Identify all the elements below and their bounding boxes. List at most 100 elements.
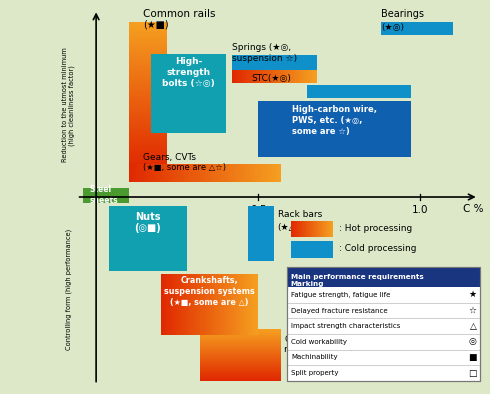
Bar — [200, 341, 281, 342]
Bar — [128, 135, 168, 138]
Bar — [189, 274, 190, 335]
Bar — [166, 274, 168, 335]
Bar — [128, 45, 168, 47]
Bar — [278, 164, 281, 182]
Bar — [266, 164, 268, 182]
Bar — [277, 70, 279, 83]
Bar — [291, 70, 293, 83]
Bar — [244, 70, 245, 83]
Bar — [128, 155, 168, 157]
Bar — [128, 67, 168, 69]
Bar — [172, 164, 174, 182]
Bar — [200, 333, 281, 334]
Bar — [210, 164, 212, 182]
Bar — [230, 164, 233, 182]
Bar — [128, 84, 168, 86]
Text: Main performance requirements: Main performance requirements — [291, 274, 423, 280]
Bar — [128, 35, 168, 37]
Bar — [245, 70, 246, 83]
Bar — [128, 74, 168, 76]
Bar — [248, 164, 250, 182]
Bar — [200, 344, 281, 345]
Bar — [306, 221, 307, 238]
Bar — [381, 22, 453, 35]
Bar — [200, 340, 281, 341]
Bar — [256, 70, 258, 83]
Bar — [220, 274, 221, 335]
Text: Common rails: Common rails — [143, 9, 216, 19]
Bar — [252, 70, 253, 83]
Bar — [200, 351, 281, 352]
Bar — [296, 221, 297, 238]
Bar — [321, 221, 322, 238]
Bar — [182, 164, 184, 182]
Text: Springs (★◎,: Springs (★◎, — [232, 43, 292, 52]
Bar — [128, 118, 168, 121]
Bar — [234, 70, 235, 83]
Bar — [147, 164, 149, 182]
Bar — [310, 70, 311, 83]
Bar — [323, 221, 324, 238]
Bar — [200, 349, 281, 350]
Bar — [177, 274, 179, 335]
Bar — [200, 371, 281, 372]
Text: ◎: ◎ — [468, 337, 476, 346]
Bar — [245, 274, 247, 335]
Bar — [128, 101, 168, 103]
Text: STC(★◎): STC(★◎) — [252, 74, 292, 83]
Bar — [227, 164, 230, 182]
Bar — [295, 70, 297, 83]
Bar — [128, 98, 168, 101]
Bar — [298, 70, 300, 83]
Bar — [128, 128, 168, 130]
Bar — [297, 221, 298, 238]
Bar — [128, 91, 168, 93]
Bar — [195, 274, 196, 335]
Bar — [200, 335, 281, 336]
Bar — [232, 70, 234, 83]
Bar — [297, 70, 298, 83]
Bar — [330, 221, 331, 238]
Bar — [200, 330, 281, 331]
Bar — [287, 267, 480, 381]
Bar — [200, 379, 281, 380]
Bar — [144, 164, 147, 182]
Bar — [253, 164, 255, 182]
Bar — [149, 164, 151, 182]
Text: Connecting
rods (★■□): Connecting rods (★■□) — [284, 335, 339, 354]
Bar — [281, 70, 283, 83]
Bar — [128, 32, 168, 35]
Bar — [245, 164, 248, 182]
Text: Reduction to the utmost minimum
(high cleanliness factor): Reduction to the utmost minimum (high cl… — [62, 48, 75, 162]
Bar — [307, 70, 308, 83]
Bar — [174, 164, 177, 182]
Bar — [302, 221, 303, 238]
Bar — [331, 221, 332, 238]
Bar — [227, 274, 229, 335]
Bar — [185, 274, 187, 335]
Bar — [250, 164, 253, 182]
Bar — [332, 221, 333, 238]
Text: Machinability: Machinability — [291, 355, 338, 361]
Bar — [270, 70, 271, 83]
Bar — [246, 70, 248, 83]
Bar — [162, 164, 164, 182]
Bar — [283, 70, 284, 83]
Bar — [174, 274, 175, 335]
Bar — [291, 221, 292, 238]
Bar — [194, 274, 195, 335]
Bar — [179, 274, 180, 335]
Bar — [262, 70, 263, 83]
Bar — [128, 59, 168, 61]
Bar — [128, 108, 168, 111]
Bar — [260, 70, 262, 83]
Bar — [235, 70, 237, 83]
Text: High-
strength
bolts (☆◎): High- strength bolts (☆◎) — [162, 57, 215, 89]
Text: □: □ — [468, 368, 476, 377]
Bar — [290, 70, 291, 83]
Bar — [249, 70, 250, 83]
Bar — [307, 85, 411, 98]
Bar — [200, 375, 281, 376]
Bar — [128, 113, 168, 115]
Bar — [215, 274, 216, 335]
